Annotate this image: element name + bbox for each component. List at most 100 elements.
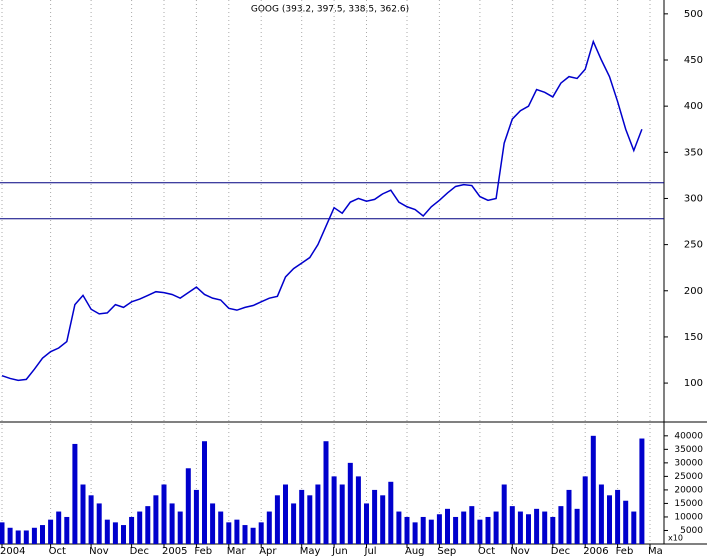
volume-bar (121, 525, 126, 544)
volume-bar (469, 506, 475, 544)
volume-bar (23, 530, 29, 544)
volume-bar (242, 525, 248, 544)
price-line (1, 39, 643, 382)
y-tick-label: 300 (684, 193, 703, 204)
volume-bar (574, 508, 580, 544)
volume-bar (566, 489, 572, 544)
volume-bar (436, 514, 442, 544)
volume-bar (558, 506, 564, 544)
volume-bar (40, 525, 45, 544)
volume-bar (380, 495, 386, 544)
x-tick-label: Jul (364, 546, 377, 556)
volume-bar (323, 441, 329, 544)
y-tick-label: 400 (684, 101, 703, 112)
y2-tick-label: 20000 (674, 485, 703, 495)
x-tick-label: Aug (405, 546, 425, 556)
volume-bar (202, 441, 207, 544)
volume-bar (96, 503, 102, 544)
volume-bar (412, 522, 418, 544)
y-tick-label: 350 (684, 147, 703, 158)
x-tick-label: 2006 (583, 546, 608, 556)
volume-bar (364, 503, 369, 544)
y2-tick-label: 25000 (674, 472, 703, 482)
volume-bar (639, 438, 645, 544)
volume-bar (250, 527, 256, 544)
x-tick-label: Nov (89, 546, 109, 556)
volume-bar (161, 484, 167, 544)
y-tick-label: 250 (684, 240, 703, 251)
volume-bar (80, 484, 86, 544)
volume-bar (258, 522, 264, 544)
y2-tick-label: 35000 (674, 445, 703, 455)
volume-bar (631, 511, 637, 544)
volume-bar (15, 530, 21, 544)
x-tick-label: May (300, 546, 321, 556)
volume-bar (388, 481, 394, 544)
volume-bar (56, 511, 62, 544)
volume-bar (218, 511, 224, 544)
volume-bar (428, 519, 434, 544)
volume-bar (0, 522, 5, 544)
volume-bar (598, 484, 604, 544)
x-tick-label: Feb (194, 546, 212, 556)
volume-bar (615, 489, 621, 544)
volume-bar (453, 516, 459, 544)
volume-bar (339, 484, 345, 544)
y2-tick-label: 40000 (674, 431, 703, 441)
volume-bar (112, 522, 118, 544)
volume-bar (315, 484, 321, 544)
x-tick-label: 2004 (0, 546, 25, 556)
volume-bar (485, 516, 491, 544)
volume-bar (582, 476, 588, 544)
y-tick-label: 150 (684, 332, 703, 343)
y-tick-label: 450 (684, 55, 703, 66)
volume-bar (590, 435, 596, 544)
y-tick-label: 200 (684, 286, 703, 297)
volume-bar (291, 503, 297, 544)
volume-bar (226, 522, 232, 544)
volume-bar (72, 443, 78, 544)
volume-bar (7, 527, 13, 544)
volume-bar (48, 519, 54, 544)
volume-bar (193, 489, 199, 544)
x-tick-label: Oct (49, 546, 66, 556)
volume-bar (493, 511, 499, 544)
volume-bar (355, 476, 361, 544)
y2-tick-label: 15000 (674, 499, 703, 509)
volume-bar (153, 495, 159, 544)
volume-bar (550, 516, 556, 544)
y2-tick-label: 30000 (674, 458, 703, 468)
volume-bar (169, 503, 175, 544)
volume-bar (88, 495, 94, 544)
volume-bar (372, 489, 378, 544)
volume-bar (509, 506, 515, 544)
volume-bar (177, 511, 183, 544)
y2-unit-label: x10 (668, 534, 683, 543)
chart-title: GOOG (393.2, 397.5, 338.5, 362.6) (251, 5, 409, 15)
volume-bar (607, 495, 612, 544)
volume-bar (104, 519, 110, 544)
x-tick-label: Ma (648, 546, 663, 556)
volume-bar (623, 500, 629, 544)
volume-bar (517, 511, 523, 544)
x-tick-label: Mar (227, 546, 247, 556)
volume-bar (420, 516, 426, 544)
volume-bar (31, 527, 37, 544)
volume-bar (331, 476, 337, 544)
x-tick-label: 2005 (162, 546, 187, 556)
y2-tick-label: 10000 (674, 512, 703, 522)
volume-bar (501, 484, 507, 544)
x-tick-label: Dec (130, 546, 149, 556)
volume-bar (64, 516, 70, 544)
x-tick-label: Dec (551, 546, 570, 556)
x-tick-label: Feb (616, 546, 634, 556)
volume-bar (137, 511, 143, 544)
y-tick-label: 500 (684, 9, 703, 20)
volume-bar (404, 516, 410, 544)
volume-bar (185, 468, 191, 544)
volume-bar (266, 511, 272, 544)
volume-bar (396, 511, 402, 544)
volume-bar (477, 519, 483, 544)
